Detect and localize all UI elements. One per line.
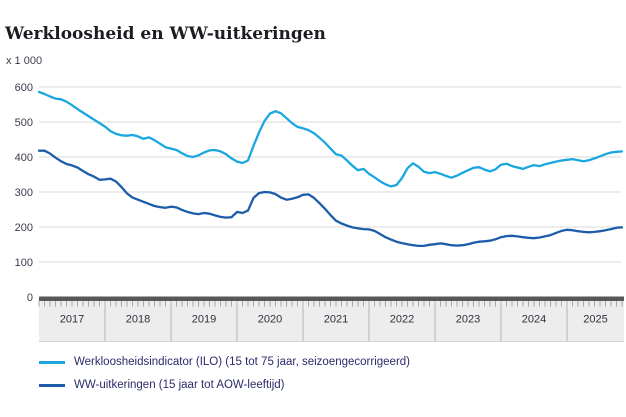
legend-item-ilo: Werkloosheidsindicator (ILO) (15 tot 75 … — [39, 351, 410, 374]
legend-label-ilo: Werkloosheidsindicator (ILO) (15 tot 75 … — [74, 355, 411, 368]
y-axis-unit-label: x 1 000 — [6, 55, 43, 67]
y-axis-tick-label: 600 — [15, 82, 33, 94]
legend-label-ww: WW-uitkeringen (15 jaar tot AOW-leeftijd… — [74, 378, 285, 391]
chart-legend: Werkloosheidsindicator (ILO) (15 tot 75 … — [39, 351, 410, 397]
x-axis-year-label: 2024 — [522, 314, 546, 326]
x-axis-line — [39, 296, 624, 301]
x-axis-year-label: 2023 — [456, 314, 480, 326]
chart-title: Werkloosheid en WW-uitkeringen — [5, 24, 326, 44]
legend-line-swatch-ilo — [39, 361, 65, 364]
y-axis-tick-label: 100 — [15, 257, 33, 269]
x-axis-year-label: 2025 — [583, 314, 607, 326]
x-axis-year-label: 2021 — [324, 314, 348, 326]
x-axis-year-label: 2018 — [126, 314, 150, 326]
y-axis-tick-label: 200 — [15, 222, 33, 234]
x-axis-year-label: 2019 — [192, 314, 216, 326]
x-axis-band — [39, 301, 624, 342]
legend-line-swatch-ww — [39, 384, 65, 387]
x-axis-year-label: 2022 — [390, 314, 414, 326]
series-line-ilo — [37, 90, 624, 188]
y-axis-tick-label: 300 — [15, 187, 33, 199]
y-axis-tick-label: 400 — [15, 152, 33, 164]
y-axis-tick-label: 0 — [27, 292, 33, 304]
y-axis-tick-label: 500 — [15, 117, 33, 129]
series-line-ww — [37, 149, 624, 248]
x-axis-year-label: 2020 — [258, 314, 282, 326]
legend-item-ww: WW-uitkeringen (15 jaar tot AOW-leeftijd… — [39, 374, 410, 397]
x-axis-year-label: 2017 — [60, 314, 84, 326]
